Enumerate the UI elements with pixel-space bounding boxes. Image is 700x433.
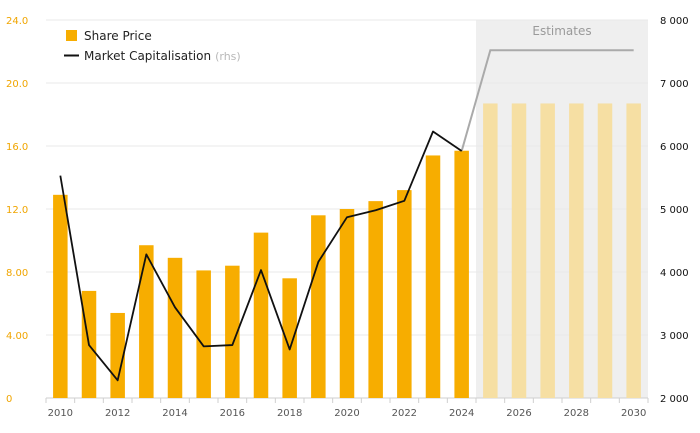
share-price-bar [225,265,240,398]
share-price-bar [311,215,326,398]
x-tick-label: 2028 [564,408,589,419]
legend: Share Price Market Capitalisation (rhs) [64,29,241,63]
x-tick-label: 2010 [48,408,73,419]
left-axis: 0 4.00 8.00 12.0 16.0 20.0 24.0 [6,16,28,405]
market-cap-estimate-line [460,49,634,152]
share-price-bar [368,201,383,398]
right-tick-label: 8 000 [660,16,689,27]
left-tick-label: 16.0 [6,142,28,153]
share-price-bar [167,257,183,398]
left-tick-label: 24.0 [6,16,28,27]
left-tick-label: 4.00 [6,331,28,342]
share-price-bar [397,190,412,398]
right-tick-label: 5 000 [660,205,689,216]
right-tick-label: 2 000 [660,394,689,405]
left-tick-label: 8.00 [6,268,28,279]
share-price-estimate-bar [511,103,527,398]
share-price-bar [454,150,469,398]
share-price-estimate-bar [483,103,498,398]
share-price-estimate-bar [540,103,555,398]
market-cap-line [59,49,634,382]
right-tick-label: 7 000 [660,79,689,90]
right-axis: 2 000 3 000 4 000 5 000 6 000 7 000 8 000 [660,16,689,405]
x-tick-label: 2012 [105,408,130,419]
x-tick-label: 2014 [162,408,187,419]
share-price-bars [53,103,641,398]
share-price-bar [339,209,355,398]
legend-share-price-swatch [66,30,77,41]
right-tick-label: 6 000 [660,142,689,153]
market-cap-actual-line [59,130,463,382]
legend-market-cap-name: Market Capitalisation [84,49,211,63]
share-price-bar [139,245,154,398]
legend-market-cap-label: Market Capitalisation (rhs) [84,49,241,63]
legend-market-cap-note: (rhs) [215,50,241,63]
right-tick-label: 4 000 [660,268,689,279]
x-tick-label: 2030 [621,408,646,419]
x-tick-label: 2016 [220,408,245,419]
x-tick-label: 2018 [277,408,302,419]
share-price-estimate-bar [569,103,584,398]
share-price-estimate-bar [597,103,613,398]
x-tick-label: 2022 [392,408,417,419]
share-price-estimate-bar [626,103,641,398]
x-tick-label: 2026 [506,408,531,419]
share-price-bar [253,232,269,398]
left-tick-label: 0 [6,394,12,405]
share-price-bar [196,270,211,398]
x-axis: 2010 2012 2014 2016 2018 2020 2022 2024 2026 2028… [45,398,649,419]
share-price-bar [425,155,441,398]
x-tick-label: 2024 [449,408,474,419]
share-price-bar [53,194,68,398]
left-tick-label: 20.0 [6,79,28,90]
estimates-label: Estimates [532,24,591,38]
legend-share-price-label: Share Price [84,29,152,43]
x-tick-label: 2020 [334,408,359,419]
left-tick-label: 12.0 [6,205,28,216]
right-tick-label: 3 000 [660,331,689,342]
share-price-bar [282,278,297,398]
